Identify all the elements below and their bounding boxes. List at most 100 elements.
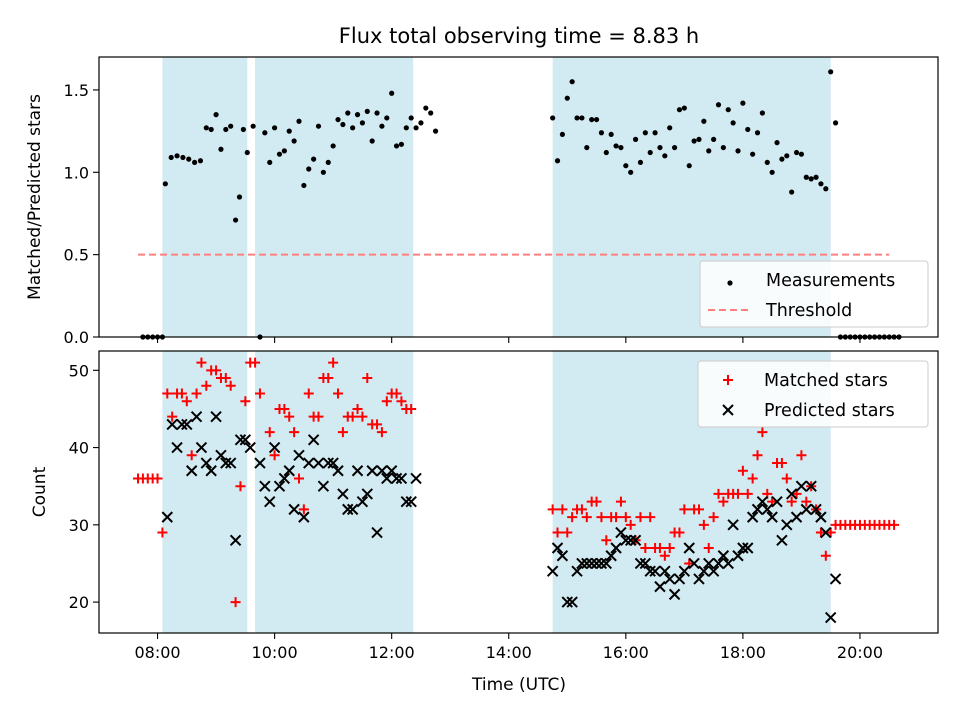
matched-star-point [615,496,626,507]
measurement-point [335,116,341,123]
measurement-point [701,118,707,124]
predicted-star-point [649,565,661,577]
predicted-star-point [361,488,373,500]
top-observing-span-1 [255,57,414,337]
predicted-star-point [561,596,573,608]
predicted-star-point [771,495,783,508]
measurement-point [228,123,234,129]
predicted-star-point [239,434,252,446]
x-tick-label: 08:00 [134,643,180,662]
matched-star-point [357,411,368,422]
predicted-star-point [264,495,276,508]
matched-star-point [240,396,251,407]
measurement-point [281,148,287,154]
measurement-point [647,149,653,156]
legend-label: Predicted stars [764,401,895,421]
measurement-point [192,159,198,166]
predicted-star-point [712,557,725,570]
predicted-star-point [737,542,749,554]
matched-star-point [162,388,173,399]
x-tick-label: 14:00 [486,643,532,662]
matched-star-point [625,519,636,530]
matched-star-point [196,357,207,368]
measurement-point [301,182,307,189]
predicted-star-point [785,488,798,500]
measurement-point [218,146,224,152]
predicted-star-point [624,534,637,546]
matched-star-point [152,473,163,484]
bottom-panel: 08:00 10:00 12:00 14:00 16:00 18:00 20:00 20 30 4… [30,350,939,695]
measurement-point [823,186,829,192]
matched-star-point [347,411,358,422]
predicted-star-point [639,557,652,570]
measurement-point [208,126,214,133]
predicted-star-point [181,418,193,431]
measurement-point [384,115,390,121]
matched-star-point [557,504,568,515]
measurement-point [359,120,366,126]
matched-star-point [167,411,178,422]
predicted-star-point [185,465,198,477]
measurement-point [354,112,361,118]
predicted-star-point [244,441,256,454]
matched-star-point [279,403,290,414]
matched-star-point [337,427,348,438]
measurement-point [798,151,805,157]
bottom-y-axis-label: Count [30,466,50,517]
matched-star-point [323,373,334,384]
predicted-star-point [307,434,320,446]
bottom-y-tick-label: 40 [69,439,89,458]
bottom-y-tick-label: 50 [69,361,89,380]
matched-star-point [654,543,665,554]
predicted-star-point [795,480,808,492]
measurement-point [759,110,765,116]
measurement-point [740,100,746,106]
measurement-point [244,149,250,156]
legend-label: Threshold [765,301,852,321]
measurement-point [276,151,283,157]
predicted-star-point [171,441,183,454]
matched-star-point [333,388,344,399]
predicted-star-point [829,573,842,585]
measurement-point [803,174,809,180]
predicted-star-point [761,503,773,516]
matched-star-point [718,496,729,507]
predicted-star-point [293,449,305,462]
legend-measurements-marker [727,280,733,286]
measurement-point [569,79,575,85]
measurement-point [330,143,336,149]
predicted-star-point [190,410,203,423]
predicted-star-point [800,503,813,516]
matched-star-point [679,504,690,515]
predicted-star-point [746,511,759,523]
measurement-point [162,181,168,187]
matched-star-point [801,496,812,507]
matched-star-point [742,488,753,499]
measurement-point [403,125,409,131]
predicted-star-point [381,472,393,485]
matched-star-point [781,473,792,484]
measurement-point [379,123,385,129]
predicted-star-point [727,519,739,531]
predicted-star-point [781,519,793,531]
predicted-star-point [259,480,271,492]
predicted-star-point [815,511,827,523]
x-tick-label: 20:00 [837,643,883,662]
predicted-star-point [590,557,603,570]
predicted-star-point [620,534,632,546]
measurement-point [350,125,356,131]
predicted-star-point [356,495,369,508]
matched-star-point [635,512,646,523]
predicted-star-point [698,565,710,577]
matched-star-point [298,504,309,515]
measurement-point [291,138,297,144]
measurement-point [676,107,683,113]
matched-star-point [235,481,246,492]
predicted-star-point [805,480,817,492]
bottom-axes-frame [98,350,939,634]
measurement-point [754,130,761,136]
measurement-point [745,126,751,133]
matched-star-point [181,396,192,407]
matched-star-point [815,527,826,538]
predicted-star-point [546,565,559,577]
